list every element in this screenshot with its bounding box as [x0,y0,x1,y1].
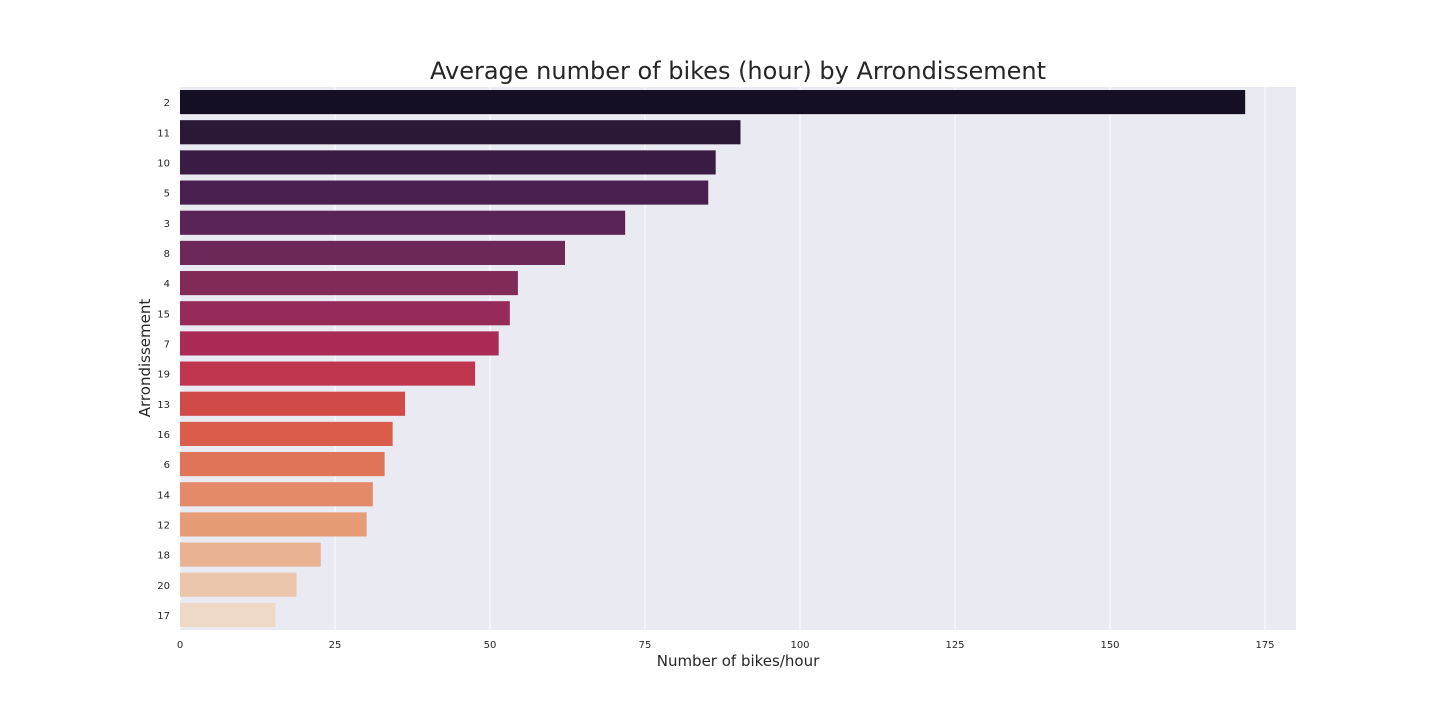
y-tick-label: 12 [157,520,170,531]
y-axis-label: Arrondissement [136,299,154,418]
y-tick-label: 18 [157,551,170,562]
x-tick-label: 150 [1100,640,1119,651]
x-tick-label: 0 [177,640,183,651]
bar-arrondissement-6 [180,452,385,477]
y-tick-label: 4 [164,279,170,290]
x-tick-label: 25 [329,640,342,651]
chart-title: Average number of bikes (hour) by Arrond… [430,57,1046,85]
y-tick-label: 17 [157,611,170,622]
bar-arrondissement-20 [180,572,297,597]
bars [180,90,1246,627]
y-tick-label: 5 [164,189,170,200]
bar-arrondissement-14 [180,482,373,507]
gridlines [179,87,1266,630]
y-tick-label: 6 [164,460,170,471]
y-tick-label: 20 [157,581,170,592]
bar-arrondissement-10 [180,150,716,175]
y-tick-label: 10 [157,158,170,169]
y-tick-label: 2 [164,98,170,109]
bar-arrondissement-2 [180,90,1246,115]
y-tick-label: 15 [157,309,170,320]
bar-arrondissement-12 [180,512,367,537]
bar-arrondissement-18 [180,542,321,567]
bar-arrondissement-7 [180,331,499,356]
bar-arrondissement-8 [180,240,566,265]
x-axis-label: Number of bikes/hour [657,652,820,670]
bar-arrondissement-19 [180,361,476,386]
bar-arrondissement-16 [180,421,393,446]
x-tick-label: 125 [945,640,964,651]
x-tick-label: 75 [639,640,652,651]
y-tick-labels: 2 11 10 5 3 8 4 15 7 19 13 16 6 14 12 18 20 17 [157,98,170,622]
bar-arrondissement-17 [180,602,276,627]
bar-arrondissement-13 [180,391,406,416]
bar-arrondissement-3 [180,210,626,235]
bar-arrondissement-11 [180,120,741,145]
y-tick-label: 8 [164,249,170,260]
y-tick-label: 13 [157,400,170,411]
y-tick-label: 11 [157,128,170,139]
y-tick-label: 7 [164,339,170,350]
bar-arrondissement-15 [180,301,510,326]
x-tick-label: 100 [790,640,809,651]
y-tick-label: 16 [157,430,170,441]
y-tick-label: 19 [157,370,170,381]
bar-arrondissement-5 [180,180,709,205]
y-tick-label: 14 [157,490,170,501]
x-tick-labels: 0 25 50 75 100 125 150 175 [177,640,1275,651]
x-tick-label: 175 [1255,640,1274,651]
x-tick-label: 50 [484,640,497,651]
y-tick-label: 3 [164,219,170,230]
bar-arrondissement-4 [180,271,518,296]
